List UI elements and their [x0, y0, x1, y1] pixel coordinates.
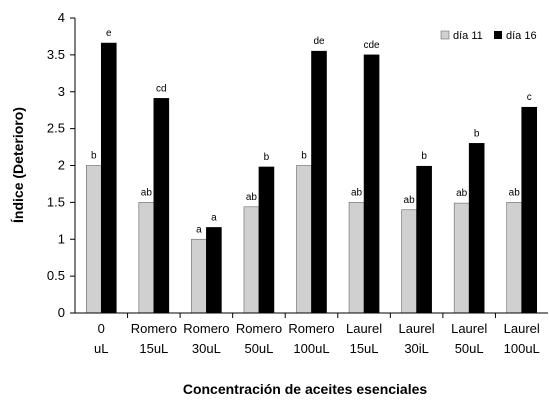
y-axis-title: Índice (Deterioro)	[10, 107, 26, 223]
bar-dia-11	[401, 209, 417, 314]
bar-data-label: b	[301, 151, 307, 162]
x-category-label: Laurel	[504, 321, 540, 336]
bar-dia-11	[243, 206, 260, 314]
x-category-label: 15uL	[139, 341, 168, 356]
x-category-label: 30iL	[404, 341, 429, 356]
legend-swatch-dia-16	[494, 31, 502, 39]
bar-dia-16	[363, 54, 380, 314]
x-category-label: Laurel	[399, 321, 435, 336]
x-category-label: 15uL	[350, 341, 379, 356]
bar-marks	[85, 42, 538, 314]
bar-data-label: b	[91, 151, 97, 162]
bar-dia-11	[506, 202, 523, 314]
y-tick-label: 1	[58, 231, 65, 246]
legend-label-dia-16: día 16	[506, 30, 537, 42]
bar-dia-16	[153, 98, 170, 314]
x-category-label: 100uL	[504, 341, 540, 356]
y-axis-ticks: 0 0.5 1 1.5 2 2.5 3 3.5 4	[47, 10, 75, 320]
y-tick-label: 0.5	[47, 268, 65, 283]
y-tick-label: 3	[58, 84, 65, 99]
bar-dia-11	[85, 165, 102, 314]
bar-data-label: e	[106, 28, 112, 39]
bar-dia-11	[138, 202, 155, 314]
bar-dia-16	[416, 165, 432, 314]
legend-label-dia-11: día 11	[453, 30, 483, 42]
bar-dia-16	[258, 166, 275, 314]
x-category-label: Romero	[131, 321, 177, 336]
x-category-label: 100uL	[293, 341, 329, 356]
bar-dia-11	[191, 238, 207, 314]
bar-data-label: de	[313, 36, 325, 47]
bar-dia-16	[311, 50, 327, 314]
x-category-label: 30uL	[192, 341, 221, 356]
bar-data-label: a	[196, 224, 202, 235]
bar-data-label: cde	[363, 40, 380, 51]
x-category-label: 50uL	[455, 341, 484, 356]
x-axis-categories: 0 uL Romero 15uL Romero 30uL Romero 50uL Romero 1…	[94, 313, 540, 356]
x-category-label: Romero	[288, 321, 334, 336]
bar-data-label: ab	[509, 187, 521, 198]
x-category-label: 50uL	[244, 341, 273, 356]
bar-data-label: b	[421, 151, 427, 162]
y-tick-label: 2	[58, 158, 65, 173]
bar-data-label: ab	[456, 188, 468, 199]
legend: día 11 día 16	[440, 30, 537, 42]
bar-dia-16	[206, 227, 222, 314]
bar-dia-16	[100, 42, 117, 314]
x-category-label: Romero	[183, 321, 229, 336]
bar-dia-11	[296, 165, 312, 314]
x-category-label: Romero	[236, 321, 282, 336]
bar-data-label: b	[264, 152, 270, 163]
bar-dia-11	[453, 202, 470, 314]
x-category-label: Laurel	[451, 321, 487, 336]
x-category-label: 0	[98, 321, 105, 336]
bar-data-label: ab	[141, 187, 153, 198]
x-category-label: uL	[94, 341, 108, 356]
y-tick-label: 4	[58, 10, 65, 25]
y-tick-label: 2.5	[47, 121, 65, 136]
legend-swatch-dia-11	[440, 30, 450, 40]
bar-data-label: ab	[404, 195, 416, 206]
bar-data-label: a	[211, 212, 217, 223]
y-tick-label: 1.5	[47, 194, 65, 209]
x-category-label: Laurel	[346, 321, 382, 336]
bar-data-label: b	[474, 128, 480, 139]
bar-dia-16	[521, 106, 538, 314]
bar-data-label: ab	[351, 187, 363, 198]
x-axis-title: Concentración de aceites esenciales	[183, 381, 428, 397]
bar-data-label: c	[527, 92, 532, 103]
bar-dia-16	[468, 143, 485, 314]
y-tick-label: 0	[58, 305, 65, 320]
bar-data-label: cd	[156, 83, 167, 94]
data-labels: b e ab cd aa ab b b de ab cde ab b ab b ab c	[91, 28, 532, 235]
y-tick-label: 3.5	[47, 47, 65, 62]
bar-data-label: ab	[246, 192, 258, 203]
bar-dia-11	[348, 202, 365, 314]
